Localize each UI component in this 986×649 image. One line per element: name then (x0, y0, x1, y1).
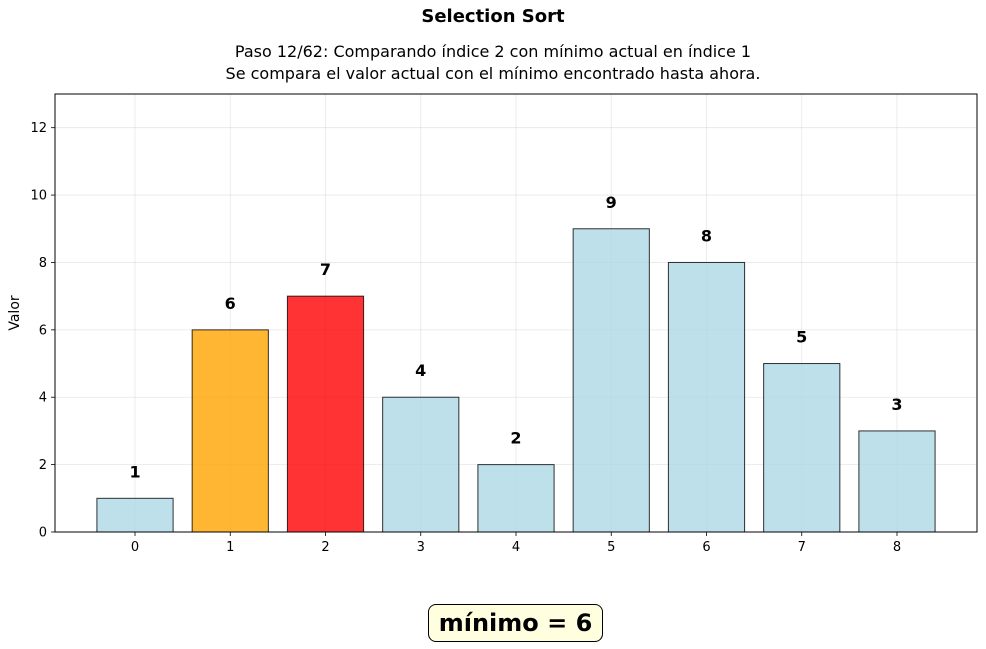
bar-6 (667, 261, 746, 533)
figure-title: Selection Sort (421, 6, 565, 27)
bar-5 (572, 228, 650, 533)
bar-value-label: 1 (129, 462, 140, 481)
bar-7 (763, 363, 841, 533)
bar-0 (96, 497, 174, 533)
x-tick-label: 7 (798, 540, 806, 555)
bar-value-label: 9 (606, 193, 617, 212)
bar-value-label: 7 (320, 260, 331, 279)
y-tick-label: 8 (39, 256, 47, 271)
x-tick-label: 2 (321, 540, 329, 555)
y-tick-label: 6 (39, 323, 47, 338)
bar-1 (191, 329, 269, 533)
figure-subtitle-line2: Se compara el valor actual con el mínimo… (225, 64, 761, 83)
y-tick-label: 0 (39, 526, 47, 541)
y-tick-label: 2 (39, 458, 47, 473)
bar-8 (858, 430, 936, 533)
bar-value-label: 6 (225, 294, 236, 313)
y-axis-label: Valor (7, 295, 23, 331)
bar-2 (286, 295, 365, 533)
y-tick-label: 10 (30, 189, 47, 204)
bar-3 (382, 396, 460, 533)
y-tick-label: 12 (30, 121, 47, 136)
figure-subtitle-line1: Paso 12/62: Comparando índice 2 con míni… (234, 42, 752, 61)
y-tick-label: 4 (39, 391, 47, 406)
minimum-badge: mínimo = 6 (428, 604, 603, 642)
bar-value-label: 8 (701, 226, 712, 245)
x-tick-label: 4 (512, 540, 520, 555)
bar-value-label: 3 (891, 395, 902, 414)
x-tick-label: 6 (702, 540, 710, 555)
x-tick-label: 5 (607, 540, 615, 555)
bar-4 (477, 464, 555, 533)
bar-value-label: 2 (510, 429, 521, 448)
bar-value-label: 4 (415, 361, 426, 380)
x-tick-label: 1 (226, 540, 234, 555)
x-tick-label: 0 (131, 540, 139, 555)
x-tick-label: 8 (893, 540, 901, 555)
x-tick-label: 3 (417, 540, 425, 555)
bar-value-label: 5 (796, 328, 807, 347)
